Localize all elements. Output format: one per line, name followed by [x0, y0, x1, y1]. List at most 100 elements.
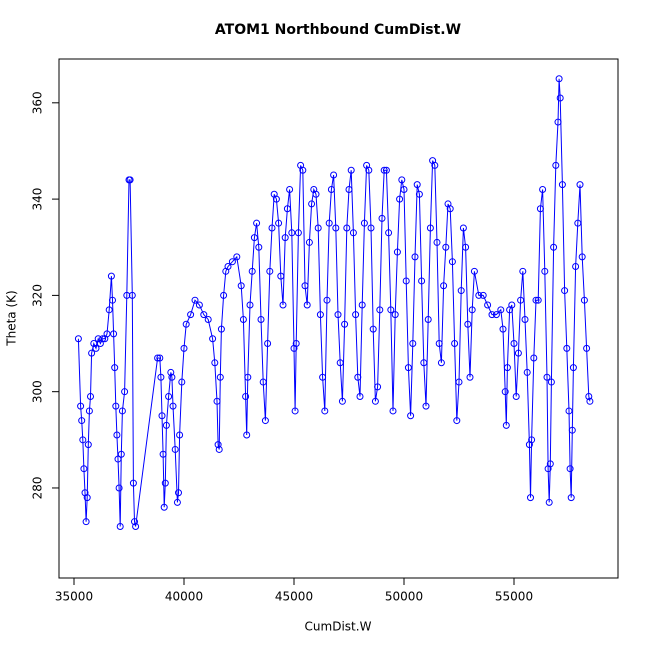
data-point [107, 272, 115, 280]
data-point [352, 311, 360, 319]
data-point [475, 291, 483, 299]
data-point [121, 388, 129, 396]
data-point [173, 498, 181, 506]
data-line [77, 78, 591, 527]
data-point [514, 349, 522, 357]
data-point [484, 301, 492, 309]
data-point [541, 267, 549, 275]
data-point [323, 296, 331, 304]
data-point [558, 181, 566, 189]
data-point [565, 407, 573, 415]
data-point [213, 397, 221, 405]
data-point [111, 364, 119, 372]
data-point [246, 301, 254, 309]
data-point [113, 431, 121, 439]
y-tick-label: 300 [31, 380, 45, 403]
data-point [510, 340, 518, 348]
data-point [378, 214, 386, 222]
data-point [527, 494, 535, 502]
data-point [157, 373, 165, 381]
data-point [171, 445, 179, 453]
data-point [115, 484, 123, 492]
data-point [286, 185, 294, 193]
data-point [413, 181, 421, 189]
data-point [539, 185, 547, 193]
data-point [85, 407, 93, 415]
data-point [552, 161, 560, 169]
data-point [195, 301, 203, 309]
plot-frame [58, 58, 619, 579]
data-point [502, 421, 510, 429]
data-point [374, 383, 382, 391]
data-point [161, 479, 169, 487]
data-point [105, 306, 113, 314]
data-point [279, 301, 287, 309]
data-point [455, 378, 463, 386]
x-tick-label: 40000 [165, 590, 203, 604]
data-point [243, 431, 251, 439]
data-point [563, 344, 571, 352]
data-point [182, 320, 190, 328]
data-point [508, 301, 516, 309]
data-point [312, 190, 320, 198]
data-point [422, 402, 430, 410]
data-point [400, 185, 408, 193]
data-point [435, 340, 443, 348]
data-point [523, 368, 531, 376]
data-point [159, 450, 167, 458]
data-point [281, 234, 289, 242]
data-point [566, 465, 574, 473]
data-point [391, 311, 399, 319]
data-point [387, 306, 395, 314]
data-point [88, 349, 96, 357]
data-point [308, 200, 316, 208]
data-point [360, 219, 368, 227]
data-point [253, 219, 261, 227]
data-point [420, 359, 428, 367]
data-point [517, 296, 525, 304]
data-point [255, 243, 263, 251]
data-point [536, 205, 544, 213]
data-point [291, 407, 299, 415]
data-point [568, 426, 576, 434]
data-point [572, 263, 580, 271]
data-point [224, 263, 232, 271]
data-point [334, 311, 342, 319]
data-point [437, 359, 445, 367]
data-point [154, 354, 162, 362]
data-point [367, 224, 375, 232]
data-point [191, 296, 199, 304]
data-point [79, 436, 87, 444]
data-point [175, 489, 183, 497]
data-point [415, 190, 423, 198]
data-point [448, 258, 456, 266]
data-point [499, 325, 507, 333]
data-point [109, 296, 117, 304]
data-point [574, 219, 582, 227]
data-point [217, 325, 225, 333]
data-point [126, 176, 134, 184]
data-point [78, 417, 86, 425]
data-point [369, 325, 377, 333]
data-point [534, 296, 542, 304]
data-point [316, 311, 324, 319]
data-point [82, 518, 90, 526]
data-point [266, 267, 274, 275]
data-point [319, 373, 327, 381]
data-point [365, 166, 373, 174]
data-point [409, 340, 417, 348]
data-point [459, 224, 467, 232]
x-tick-label: 35000 [55, 590, 93, 604]
data-point [128, 291, 136, 299]
data-point [543, 373, 551, 381]
data-point [112, 402, 120, 410]
data-point [248, 267, 256, 275]
data-point [288, 229, 296, 237]
data-point [180, 344, 188, 352]
data-point [228, 258, 236, 266]
data-point [77, 402, 85, 410]
data-point [292, 340, 300, 348]
data-point [569, 364, 577, 372]
data-point [84, 441, 92, 449]
